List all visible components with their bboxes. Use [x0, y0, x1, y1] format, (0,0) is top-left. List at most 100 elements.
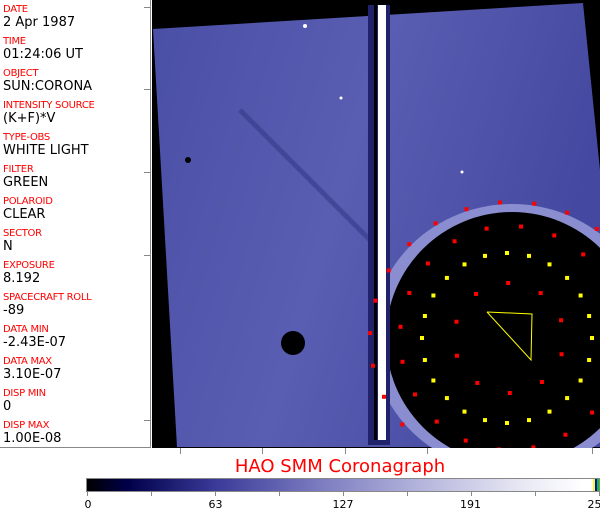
field-value: -89	[3, 303, 25, 318]
field-value: 2 Apr 1987	[3, 15, 76, 30]
axis-tick	[144, 7, 150, 8]
yellow-marker	[547, 409, 552, 414]
red-marker	[400, 359, 405, 364]
red-marker	[563, 432, 568, 437]
axis-tick	[144, 89, 150, 90]
field-label: TYPE-OBS	[3, 132, 50, 143]
field-filter: FILTER GREEN	[3, 164, 48, 190]
colorbar-tick-label: 63	[208, 498, 223, 511]
axis-tick	[144, 172, 150, 173]
colorbar-tick-label: 127	[332, 498, 354, 511]
colorbar	[86, 478, 600, 492]
yellow-marker	[547, 262, 552, 267]
colorbar-tick	[151, 491, 152, 496]
red-marker	[407, 290, 412, 295]
red-marker	[474, 291, 479, 296]
yellow-marker	[431, 293, 436, 298]
red-marker	[531, 445, 536, 448]
field-value: 01:24:06 UT	[3, 47, 83, 62]
colorbar-tick	[215, 491, 216, 496]
yellow-marker	[505, 251, 509, 255]
red-cross-marker	[532, 201, 537, 206]
red-marker	[463, 438, 468, 443]
red-marker	[497, 447, 502, 448]
axis-tick	[262, 448, 263, 454]
red-cross-marker	[381, 394, 386, 399]
red-cross-marker	[407, 242, 412, 247]
field-label: POLAROID	[3, 196, 53, 207]
field-label: INTENSITY SOURCE	[3, 100, 95, 111]
colorbar-tick	[343, 491, 344, 496]
red-marker	[507, 390, 512, 395]
red-marker	[559, 352, 564, 357]
red-cross-marker	[565, 210, 570, 215]
yellow-marker	[422, 357, 427, 362]
colorbar-tick	[407, 491, 408, 496]
field-label: SPACECRAFT ROLL	[3, 292, 92, 303]
field-label: DISP MAX	[3, 420, 50, 431]
yellow-marker	[420, 336, 424, 340]
field-label: EXPOSURE	[3, 260, 55, 271]
red-marker	[454, 319, 459, 324]
red-marker	[434, 419, 439, 424]
yellow-marker	[587, 357, 592, 362]
field-value: (K+F)*V	[3, 111, 56, 126]
colorbar-tick-label: 0	[84, 498, 92, 511]
field-intensity-source: INTENSITY SOURCE (K+F)*V	[3, 100, 95, 126]
red-cross-marker	[433, 221, 438, 226]
field-object: OBJECT SUN:CORONA	[3, 68, 92, 94]
diagonal-streak	[238, 108, 372, 242]
red-marker	[475, 380, 480, 385]
red-marker	[538, 291, 543, 296]
red-marker	[452, 239, 457, 244]
red-marker	[412, 392, 417, 397]
yellow-marker	[483, 418, 488, 423]
colorbar-tick	[87, 491, 88, 496]
red-marker	[552, 233, 557, 238]
occulter-disk	[386, 212, 600, 448]
yellow-marker	[578, 378, 583, 383]
yellow-marker	[578, 293, 583, 298]
field-value: -2.43E-07	[3, 335, 67, 350]
red-marker	[454, 353, 459, 358]
red-marker	[506, 281, 511, 286]
pylon	[378, 5, 386, 440]
field-value: 1.00E-08	[3, 431, 62, 446]
red-marker	[539, 380, 544, 385]
axis-tick	[180, 448, 181, 454]
red-cross-marker	[400, 422, 405, 427]
field-value: SUN:CORONA	[3, 79, 93, 94]
field-disp-max: DISP MAX 1.00E-08	[3, 420, 61, 446]
field-label: DATE	[3, 4, 28, 15]
red-marker	[425, 261, 430, 266]
colorbar-tick-label: 255	[587, 498, 600, 511]
yellow-marker	[444, 396, 449, 401]
field-value: 3.10E-07	[3, 367, 62, 382]
colorbar-tick-label: 191	[460, 498, 481, 511]
field-spacecraft-roll: SPACECRAFT ROLL -89	[3, 292, 92, 318]
header-info-panel: DATE 2 Apr 1987 TIME 01:24:06 UT OBJECT SUN:C…	[0, 0, 151, 448]
field-label: DISP MIN	[3, 388, 46, 399]
yellow-marker	[587, 314, 592, 319]
field-label: TIME	[3, 36, 26, 47]
colorbar-tick	[535, 491, 536, 496]
field-label: OBJECT	[3, 68, 39, 79]
field-value: 0	[3, 399, 12, 414]
colorbar-tick	[471, 491, 472, 496]
yellow-marker	[590, 336, 594, 340]
field-label: DATA MAX	[3, 356, 52, 367]
red-marker	[398, 324, 403, 329]
dark-spot	[281, 331, 305, 355]
yellow-marker	[422, 314, 427, 319]
field-disp-min: DISP MIN 0	[3, 388, 46, 414]
field-value: GREEN	[3, 175, 49, 190]
field-exposure: EXPOSURE 8.192	[3, 260, 55, 286]
axis-tick	[144, 255, 150, 256]
red-marker	[518, 224, 523, 229]
yellow-marker	[526, 253, 531, 258]
red-cross-marker	[464, 207, 469, 212]
coronagraph-image	[152, 0, 600, 448]
field-label: DATA MIN	[3, 324, 49, 335]
axis-tick	[592, 448, 593, 454]
field-date: DATE 2 Apr 1987	[3, 4, 75, 30]
